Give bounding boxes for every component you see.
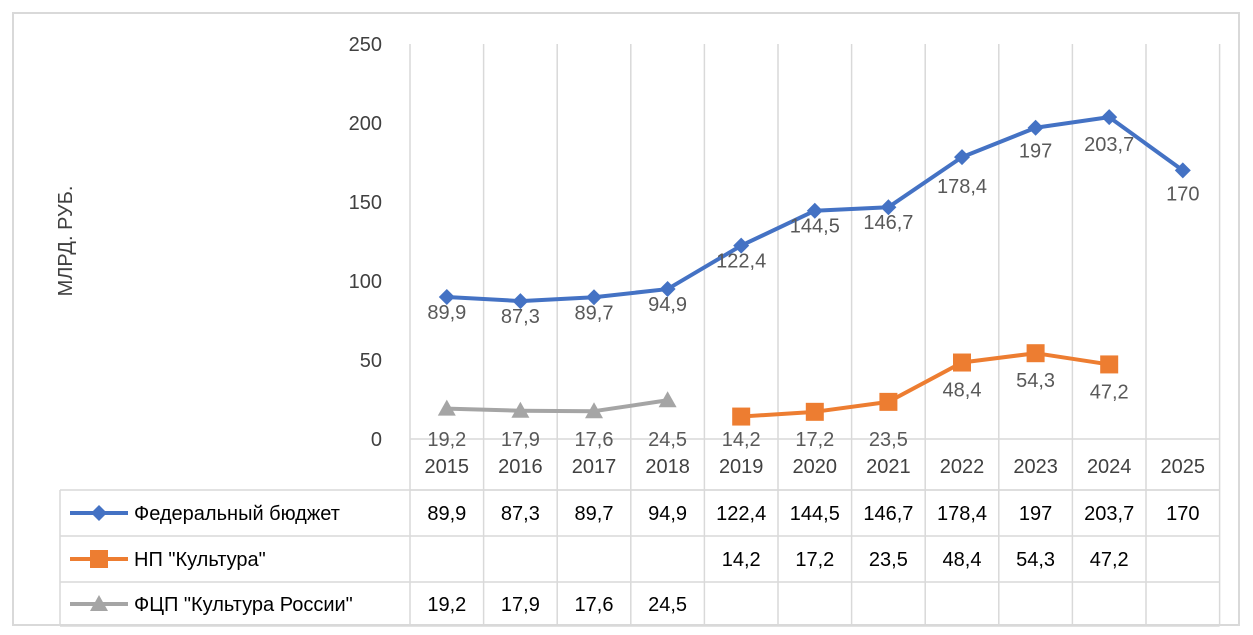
y-tick-label: 150 (349, 192, 382, 214)
data-label: 87,3 (501, 306, 540, 328)
data-point-marker (806, 202, 823, 219)
data-point-marker (1100, 355, 1119, 374)
legend-label: Федеральный бюджет (134, 503, 340, 525)
data-label: 89,9 (427, 302, 466, 324)
data-label: 94,9 (648, 294, 687, 316)
data-label: 48,4 (943, 380, 982, 402)
data-point-marker (658, 391, 677, 408)
x-tick-label: 2021 (866, 456, 911, 478)
data-label: 178,4 (937, 176, 987, 198)
table-cell: 178,4 (937, 503, 987, 525)
table-cell: 19,2 (427, 594, 466, 616)
x-tick-label: 2022 (940, 456, 985, 478)
data-point-marker (954, 149, 970, 166)
table-cell: 89,9 (427, 503, 466, 525)
data-point-marker (1027, 119, 1044, 136)
legend-marker (90, 550, 108, 568)
y-tick-label: 50 (360, 350, 382, 372)
legend-marker (91, 505, 107, 521)
data-point-marker (585, 402, 603, 419)
table-cell: 89,7 (575, 503, 614, 525)
table-cell: 144,5 (790, 503, 840, 525)
data-label: 197 (1019, 141, 1052, 163)
table-cell: 24,5 (648, 594, 687, 616)
data-label: 19,2 (427, 429, 466, 451)
x-tick-label: 2019 (719, 456, 764, 478)
data-point-marker (437, 399, 456, 416)
data-label: 17,6 (575, 429, 614, 451)
data-point-marker (1026, 344, 1045, 363)
data-point-marker (586, 289, 602, 306)
data-label: 122,4 (716, 251, 766, 273)
data-point-marker (733, 237, 750, 254)
x-tick-label: 2025 (1161, 456, 1206, 478)
table-cell: 17,2 (795, 549, 834, 571)
table-cell: 17,6 (575, 594, 614, 616)
y-axis-title: МЛРД. РУБ. (55, 186, 77, 297)
table-cell: 122,4 (716, 503, 766, 525)
table-cell: 94,9 (648, 503, 687, 525)
data-point-marker (732, 407, 751, 426)
data-point-marker (438, 288, 455, 305)
data-point-marker (511, 401, 530, 418)
table-cell: 54,3 (1016, 549, 1055, 571)
x-tick-label: 2024 (1087, 456, 1132, 478)
data-label: 144,5 (790, 216, 840, 238)
table-cell: 203,7 (1084, 503, 1134, 525)
x-tick-label: 2016 (498, 456, 543, 478)
chart-frame (12, 12, 1240, 626)
table-cell: 87,3 (501, 503, 540, 525)
data-label: 23,5 (869, 429, 908, 451)
data-label: 203,7 (1084, 134, 1134, 156)
data-point-marker (659, 281, 676, 298)
table-cell: 47,2 (1090, 549, 1129, 571)
table-cell: 48,4 (943, 549, 982, 571)
y-tick-label: 250 (349, 34, 382, 56)
legend-marker (90, 595, 108, 611)
data-label: 14,2 (722, 429, 761, 451)
x-tick-label: 2023 (1013, 456, 1058, 478)
data-point-marker (879, 392, 898, 411)
table-cell: 23,5 (869, 549, 908, 571)
y-tick-label: 100 (349, 271, 382, 293)
data-label: 89,7 (575, 302, 614, 324)
table-cell: 14,2 (722, 549, 761, 571)
x-tick-label: 2015 (425, 456, 470, 478)
y-tick-label: 200 (349, 113, 382, 135)
x-tick-label: 2017 (572, 456, 617, 478)
data-label: 47,2 (1090, 381, 1129, 403)
data-point-marker (880, 199, 897, 216)
x-tick-label: 2020 (793, 456, 838, 478)
table-cell: 146,7 (863, 503, 913, 525)
data-point-marker (512, 293, 529, 310)
data-point-marker (1101, 109, 1118, 126)
series-line (741, 351, 1110, 419)
data-label: 146,7 (863, 212, 913, 234)
x-tick-label: 2018 (645, 456, 690, 478)
data-point-marker (805, 402, 824, 421)
table-cell: 170 (1166, 503, 1199, 525)
data-point-marker (953, 353, 971, 372)
legend-label: ФЦП "Культура России" (134, 594, 353, 616)
data-label: 24,5 (648, 429, 687, 451)
data-point-marker (1174, 162, 1191, 179)
data-label: 54,3 (1016, 370, 1055, 392)
data-label: 170 (1166, 183, 1199, 205)
legend-label: НП "Культура" (134, 549, 266, 571)
table-cell: 17,9 (501, 594, 540, 616)
y-tick-label: 0 (371, 429, 382, 451)
data-label: 17,9 (501, 429, 540, 451)
series-line (446, 398, 668, 414)
table-cell: 197 (1019, 503, 1052, 525)
data-label: 17,2 (795, 429, 834, 451)
